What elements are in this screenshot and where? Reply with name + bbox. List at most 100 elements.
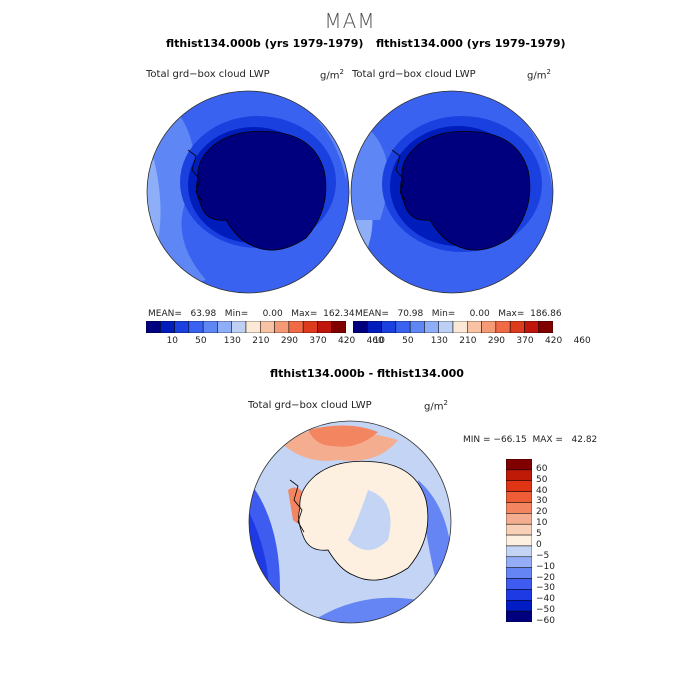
colorbar-tick-label: 370 <box>309 336 327 346</box>
units-base: g/m <box>424 401 444 413</box>
colorbar-tick-label: 210 <box>459 336 477 346</box>
colorbar-swatch <box>506 502 532 514</box>
map-border <box>248 420 452 624</box>
colorbar-tick-label: 10 <box>166 336 179 346</box>
strong-positive-north <box>308 425 378 447</box>
map-border <box>146 90 350 294</box>
colorbar-swatch <box>506 589 532 601</box>
right-colorbar-ticks: 10 50 130 210 290 370 420 460 <box>353 336 591 348</box>
colorbar-swatch <box>381 321 397 333</box>
colorbar-swatch <box>506 469 532 481</box>
colorbar-swatch <box>495 321 511 333</box>
colorbar-level-label: −5 <box>536 550 550 561</box>
colorbar-swatch <box>160 321 175 333</box>
colorbar-tick-label: 50 <box>402 336 414 346</box>
left-variable-label: Total grd−box cloud LWP <box>146 69 270 80</box>
colorbar-tick-label: 420 <box>338 336 356 346</box>
colorbar-swatch <box>395 321 411 333</box>
diff-polar-map <box>248 420 452 624</box>
antarctica-outline <box>400 130 531 251</box>
colorbar-swatch <box>409 321 425 333</box>
colorbar-level-label: 20 <box>536 507 548 518</box>
antarctica-outline <box>196 130 327 251</box>
colorbar-swatch <box>217 321 232 333</box>
diff-panel-title: flthist134.000b - flthist134.000 <box>270 367 464 380</box>
colorbar-swatch <box>506 556 532 568</box>
right-panel-title: flthist134.000 (yrs 1979-1979) <box>376 37 566 50</box>
colorbar-level-label: −40 <box>536 594 555 605</box>
colorbar-swatch <box>353 321 368 333</box>
colorbar-tick-label: 50 <box>195 336 207 346</box>
peninsula-outline <box>289 479 305 533</box>
colorbar-swatch <box>506 459 532 471</box>
negative-patch-continent <box>348 490 391 550</box>
colorbar-swatch <box>424 321 439 333</box>
left-panel-title: flthist134.000b (yrs 1979-1979) <box>166 37 364 50</box>
colorbar-tick-label: 460 <box>366 336 384 346</box>
colorbar-tick-label: 290 <box>280 336 299 346</box>
colorbar-swatch <box>481 321 497 333</box>
colorbar-level-label: −60 <box>536 616 555 626</box>
colorbar-swatch <box>231 321 247 333</box>
colorbar-swatch <box>331 321 346 333</box>
left-colorbar <box>146 321 346 333</box>
colorbar-swatch <box>317 321 332 333</box>
colorbar-level-label: 60 <box>536 463 548 474</box>
colorbar-swatch <box>174 321 190 333</box>
colorbar-swatch <box>188 321 204 333</box>
diff-stats: MIN = −66.15 MAX = 42.82 <box>463 435 598 445</box>
colorbar-swatch <box>452 321 468 333</box>
colorbar-swatch <box>288 321 304 333</box>
map-border <box>350 90 554 294</box>
colorbar-level-label: 0 <box>536 539 542 550</box>
colorbar-swatch <box>524 321 539 333</box>
colorbar-swatch <box>506 567 532 579</box>
colorbar-level-label: −50 <box>536 605 555 616</box>
colorbar-level-label: 40 <box>536 485 548 496</box>
colorbar-swatch <box>202 321 218 333</box>
right-variable-label: Total grd−box cloud LWP <box>352 69 476 80</box>
colorbar-tick-label: 460 <box>573 336 591 346</box>
colorbar-swatch <box>506 600 532 612</box>
colorbar-swatch <box>467 321 482 333</box>
peninsula-outline <box>187 149 203 203</box>
units-base: g/m <box>527 70 547 82</box>
colorbar-swatch <box>260 321 275 333</box>
diff-variable-label: Total grd−box cloud LWP <box>248 400 372 411</box>
diff-units-label: g/m2 <box>424 399 448 412</box>
colorbar-swatch <box>146 321 161 333</box>
left-stats: MEAN= 63.98 Min= 0.00 Max= 162.34 <box>148 309 355 319</box>
peninsula-outline <box>391 149 407 203</box>
colorbar-tick-label: 10 <box>373 336 386 346</box>
colorbar-swatch <box>509 321 525 333</box>
colorbar-tick-label: 130 <box>223 336 241 346</box>
diff-colorbar <box>506 459 532 622</box>
colorbar-swatch <box>506 513 532 525</box>
units-base: g/m <box>320 70 340 82</box>
colorbar-swatch <box>302 321 318 333</box>
right-stats: MEAN= 70.98 Min= 0.00 Max= 186.86 <box>355 309 562 319</box>
colorbar-swatch <box>274 321 290 333</box>
colorbar-swatch <box>506 523 532 536</box>
colorbar-swatch <box>538 321 553 333</box>
right-polar-map <box>350 90 554 294</box>
colorbar-swatch <box>506 578 532 590</box>
left-polar-map <box>146 90 350 294</box>
colorbar-level-label: −20 <box>536 572 555 583</box>
right-colorbar <box>353 321 553 333</box>
right-units-label: g/m2 <box>527 68 551 81</box>
colorbar-level-label: 5 <box>536 529 542 540</box>
colorbar-tick-label: 210 <box>252 336 270 346</box>
units-exponent: 2 <box>546 68 551 76</box>
colorbar-tick-label: 420 <box>545 336 563 346</box>
colorbar-swatch <box>506 545 532 558</box>
colorbar-swatch <box>506 610 532 622</box>
left-colorbar-ticks: 10 50 130 210 290 370 420 460 <box>146 336 384 348</box>
units-exponent: 2 <box>339 68 344 76</box>
colorbar-level-label: −30 <box>536 583 555 594</box>
colorbar-level-label: −10 <box>536 561 555 572</box>
units-exponent: 2 <box>443 399 448 407</box>
colorbar-swatch <box>506 491 532 503</box>
colorbar-swatch <box>245 321 261 333</box>
colorbar-tick-label: 370 <box>516 336 534 346</box>
